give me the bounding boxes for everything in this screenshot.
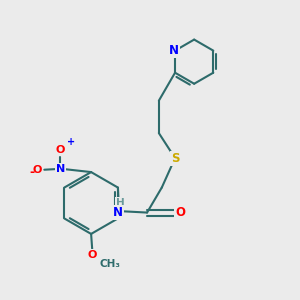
Text: N: N xyxy=(169,44,178,57)
Text: +: + xyxy=(67,137,75,147)
Text: O: O xyxy=(175,206,185,219)
Text: N: N xyxy=(56,164,65,174)
Text: S: S xyxy=(171,152,179,165)
Text: N: N xyxy=(112,206,123,219)
Text: O: O xyxy=(56,145,65,155)
Text: O: O xyxy=(33,165,42,175)
Text: CH₃: CH₃ xyxy=(99,259,120,269)
Text: O: O xyxy=(88,250,97,260)
Text: -: - xyxy=(30,166,35,179)
Text: H: H xyxy=(116,198,125,208)
